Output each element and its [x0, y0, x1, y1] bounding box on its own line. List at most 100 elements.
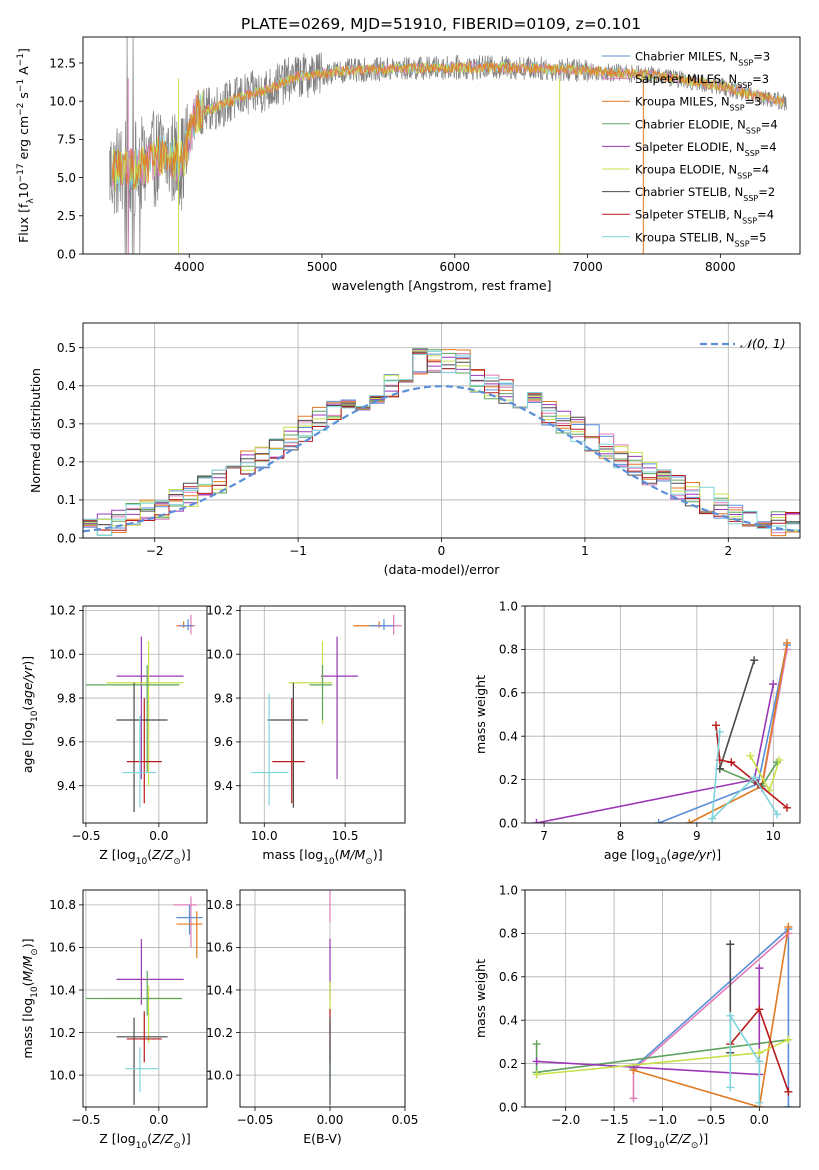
- x-tick-label: −0.5: [71, 1113, 100, 1127]
- weight-point: [629, 1094, 638, 1103]
- spectrum-legend: Chabrier MILES, NSSP=3 Salpeter MILES, NS…: [602, 50, 778, 248]
- weight-series-salpeter-elodie: [532, 964, 764, 1079]
- model-line-kroupa-miles: [111, 60, 785, 191]
- x-tick-label: −0.5: [696, 1113, 725, 1127]
- y-tick-label: 0.4: [499, 730, 518, 744]
- errorbar-chabrier-miles: [180, 619, 193, 631]
- normal-curve: [83, 385, 800, 533]
- x-tick-label: 1: [581, 544, 589, 558]
- x-tick-label: −0.5: [71, 829, 100, 843]
- errorbar-chabrier-stelib: [116, 682, 168, 813]
- x-axis-label: mass [log10(M/M⊙)]: [262, 847, 382, 867]
- y-tick-label: 0.6: [499, 970, 518, 984]
- errorbar-kroupa-stelib: [125, 1047, 159, 1093]
- weight-point: [755, 964, 764, 973]
- y-tick-label: 9.8: [57, 691, 76, 705]
- axes-frame-group: −2.0 −1.5 −1.0 −0.5 0.0 0.0 0.2 0.4 0.6 0.8 1.0 Z […: [473, 883, 801, 1151]
- y-tick-label: 10.8: [49, 898, 76, 912]
- plot-area: [85, 614, 196, 813]
- x-tick-label: 10.0: [251, 829, 278, 843]
- plot-area: [109, 37, 788, 254]
- weight-point: [783, 803, 792, 812]
- errorbar-kroupa-elodie: [106, 985, 181, 1044]
- axes-frame-group: −0.5 0.0 10.0 10.2 10.4 10.6 10.8 Z [log10(Z/Z⊙…: [20, 889, 208, 1151]
- axes-weight_vs_age: 7 8 9 10 0.0 0.2 0.4 0.6 0.8 1.0 age [log10(age/yr…: [473, 599, 801, 867]
- x-tick-label: 10.5: [332, 829, 359, 843]
- legend-label-chabrier-elodie: Chabrier ELODIE, NSSP=4: [635, 117, 778, 135]
- y-tick-label: 10.0: [49, 94, 76, 108]
- y-tick-label: 0.0: [499, 1100, 518, 1114]
- x-axis-label: E(B-V): [303, 1131, 342, 1146]
- y-tick-label: 9.6: [57, 735, 76, 749]
- errorbar-chabrier-elodie: [309, 665, 333, 720]
- x-tick-label: −1: [289, 544, 307, 558]
- weight-series-kroupa-stelib: [726, 1011, 764, 1107]
- weight-point: [715, 727, 724, 736]
- x-axis-label: wavelength [Angstrom, rest frame]: [331, 278, 551, 293]
- weight-point: [532, 1057, 541, 1066]
- x-tick-label: −1.0: [648, 1113, 677, 1127]
- legend-label-kroupa-elodie: Kroupa ELODIE, NSSP=4: [635, 163, 769, 181]
- y-axis-label: Flux [fλ10−17 erg cm−2 s−1 A−1]: [16, 48, 36, 243]
- weight-line: [633, 926, 790, 1107]
- y-tick-label: 10.8: [206, 898, 233, 912]
- x-tick-label: 8000: [705, 260, 736, 274]
- errorbar-salpeter-miles: [177, 614, 196, 635]
- weight-line: [711, 731, 778, 821]
- errorbar-kroupa-miles: [176, 911, 203, 959]
- y-tick-label: 0.1: [57, 493, 76, 507]
- weight-point: [755, 1005, 764, 1014]
- weight-point: [784, 1035, 793, 1044]
- axes-frame-group: −0.05 0.00 0.05 10.0 10.2 10.4 10.6 10.8 E(B-V): [206, 889, 419, 1146]
- axes-frame-group: 7 8 9 10 0.0 0.2 0.4 0.6 0.8 1.0 age [log10(age/yr…: [473, 599, 801, 867]
- x-tick-label: 8: [617, 829, 625, 843]
- y-tick-label: 10.0: [49, 648, 76, 662]
- x-tick-label: −2.0: [551, 1113, 580, 1127]
- errorbar-kroupa-stelib: [251, 693, 289, 806]
- weight-point: [727, 758, 736, 767]
- y-axis-label: mass weight: [473, 675, 488, 754]
- x-tick-label: 0.0: [149, 829, 168, 843]
- errorbar-kroupa-elodie: [106, 641, 184, 786]
- weight-point: [755, 1098, 764, 1107]
- weight-line: [536, 683, 775, 823]
- errorbar-salpeter-elodie: [116, 938, 184, 1005]
- axes-frame: [239, 605, 406, 824]
- x-tick-label: 6000: [440, 260, 471, 274]
- errorbar-chabrier-elodie: [85, 970, 183, 1016]
- x-tick-label: −1.5: [600, 1113, 629, 1127]
- y-tick-label: 10.2: [206, 1026, 233, 1040]
- x-axis-label: Z [log10(Z/Z⊙)]: [99, 847, 190, 867]
- axes-frame: [82, 889, 208, 1108]
- x-tick-label: 0.05: [392, 1113, 419, 1127]
- axes-age_vs_mass: 10.0 10.5 9.4 9.6 9.8 10.0 10.2 mass [log10(M/M…: [206, 604, 406, 867]
- y-tick-label: 0.2: [499, 1057, 518, 1071]
- weight-point: [784, 1087, 793, 1096]
- y-tick-label: 0.2: [499, 773, 518, 787]
- axes-spectrum: 4000 5000 6000 7000 8000 0.0 2.5 5.0 7.5 10.0 12.5…: [16, 36, 801, 293]
- axes-weight_vs_Z: −2.0 −1.5 −1.0 −0.5 0.0 0.0 0.2 0.4 0.6 0.8 1.0 Z […: [473, 883, 801, 1151]
- x-tick-label: −2: [146, 544, 164, 558]
- gridlines: [525, 605, 800, 824]
- weight-point: [784, 1103, 793, 1107]
- y-tick-label: 10.6: [49, 941, 76, 955]
- y-tick-label: 10.4: [206, 983, 233, 997]
- weight-point: [685, 819, 694, 823]
- y-tick-label: 0.0: [499, 816, 518, 830]
- weight-point: [726, 1083, 735, 1092]
- errorbar-salpeter-stelib: [272, 698, 305, 804]
- y-tick-label: 0.6: [499, 686, 518, 700]
- x-tick-label: 9: [693, 829, 701, 843]
- y-tick-label: 0.2: [57, 455, 76, 469]
- y-tick-label: 10.2: [49, 604, 76, 618]
- errorbar-salpeter-stelib: [126, 698, 162, 804]
- weight-point: [769, 680, 778, 689]
- y-axis-label: mass [log10(M/M⊙)]: [20, 938, 40, 1058]
- errorbar-kroupa-stelib: [122, 715, 156, 808]
- y-axis-label: mass weight: [473, 959, 488, 1038]
- x-tick-label: 0.00: [317, 1113, 344, 1127]
- legend-label-kroupa-stelib: Kroupa STELIB, NSSP=5: [635, 230, 766, 248]
- errorbar-salpeter-miles: [374, 614, 402, 635]
- x-tick-label: 0.0: [750, 1113, 769, 1127]
